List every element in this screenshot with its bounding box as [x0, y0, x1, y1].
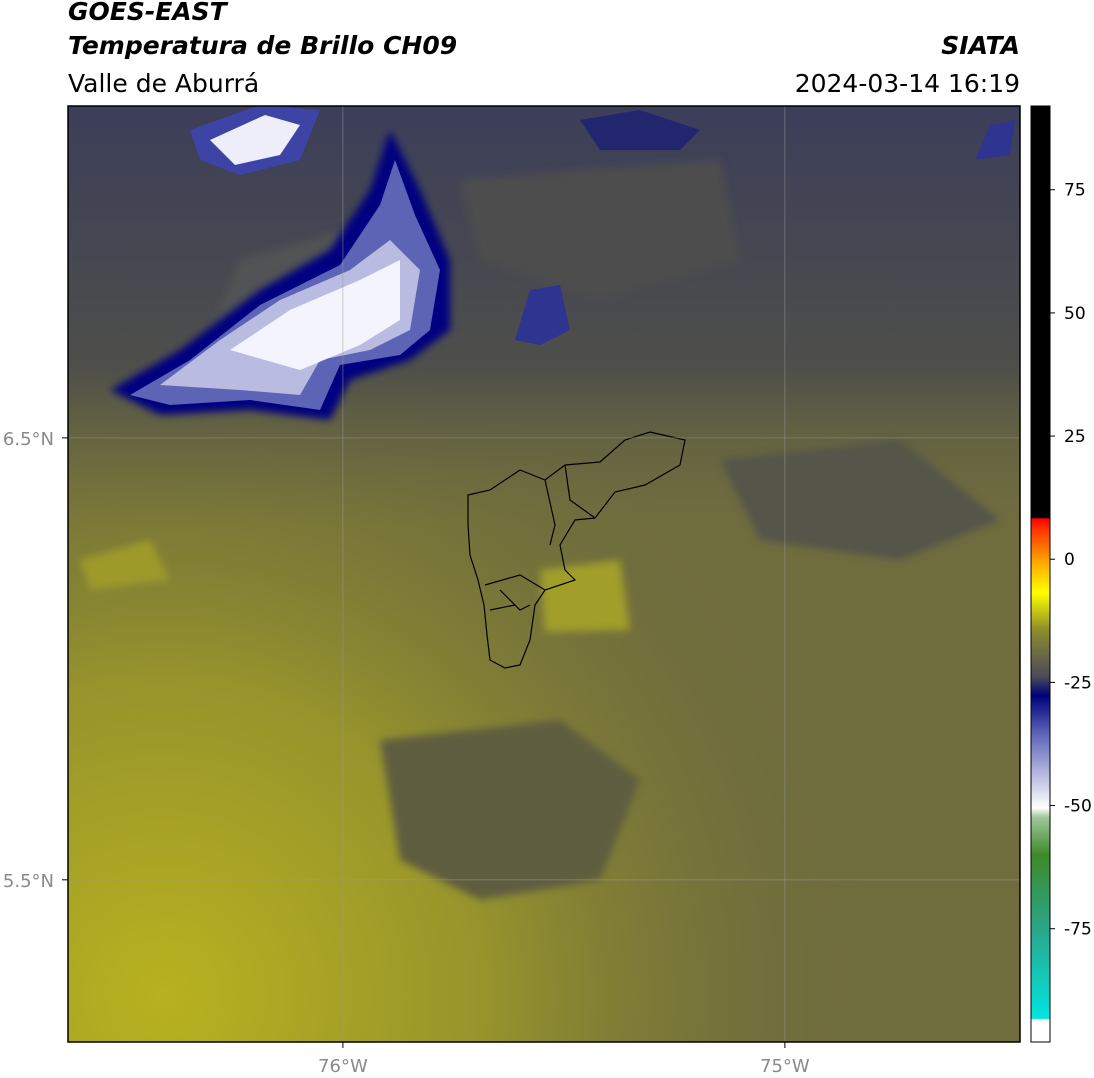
lat-label: 6.5°N: [3, 429, 54, 450]
valle-aburra-outline: [467, 431, 686, 669]
colorbar-label: -75: [1064, 920, 1092, 940]
colorbar: [1030, 105, 1051, 1043]
product-title: Temperatura de Brillo CH09: [68, 31, 457, 60]
colorbar-label: 75: [1064, 181, 1086, 201]
lat-label: 5.5°N: [3, 871, 54, 892]
agency-label: SIATA: [941, 31, 1020, 60]
lon-label: 76°W: [318, 1056, 368, 1077]
satellite-title: GOES-EAST: [68, 0, 229, 26]
lon-label: 75°W: [760, 1056, 810, 1077]
colorbar-label: -25: [1064, 673, 1092, 693]
colorbar-label: 50: [1064, 304, 1086, 324]
region-label: Valle de Aburrá: [68, 69, 259, 98]
cloud-tops: [110, 106, 1015, 420]
colorbar-label: 25: [1064, 427, 1086, 447]
colorbar-label: 0: [1064, 550, 1075, 570]
brightness-field: [68, 106, 1020, 1042]
colorbar-label: -50: [1064, 797, 1092, 817]
graticule: [68, 106, 1020, 1042]
map-frame: [67, 105, 1021, 1043]
timestamp: 2024-03-14 16:19: [795, 69, 1020, 98]
